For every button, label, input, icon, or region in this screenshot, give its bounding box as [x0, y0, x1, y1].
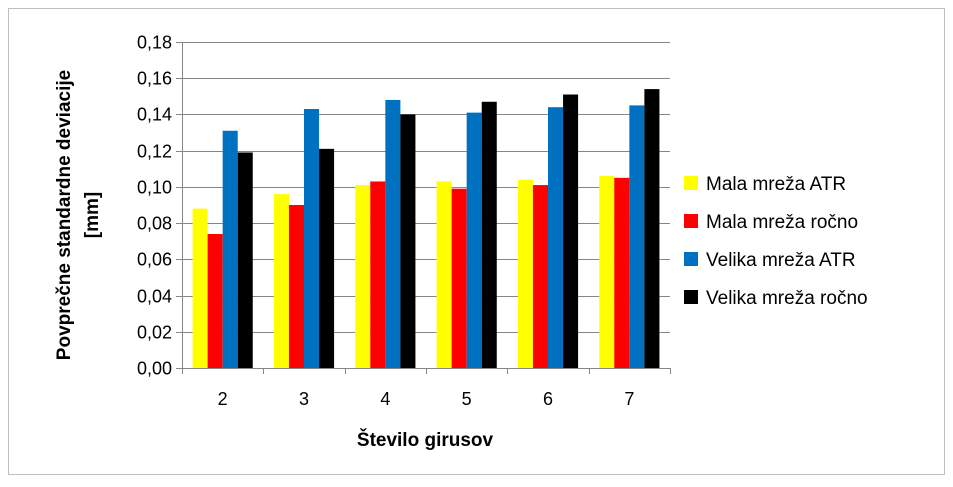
bar: [599, 176, 615, 368]
bar: [355, 185, 371, 368]
y-axis-title: Povprečne standardne deviacije [mm]: [54, 70, 103, 360]
y-axis-title-line2: [mm]: [82, 192, 103, 238]
x-tick-label: 2: [218, 389, 228, 409]
bar: [400, 114, 416, 368]
bar: [532, 185, 548, 368]
bar: [385, 99, 401, 368]
x-axis-title: Število girusov: [357, 429, 494, 451]
legend-swatch: [684, 252, 698, 266]
bar: [629, 105, 645, 368]
bar: [436, 181, 452, 368]
bar: [288, 205, 304, 368]
x-tick-labels: 2 3 4 5 6 7: [218, 389, 635, 409]
x-tick-label: 3: [299, 389, 309, 409]
bar: [370, 181, 386, 368]
y-tick-label: 0,10: [137, 178, 172, 198]
legend-swatch: [684, 176, 698, 190]
y-axis-title-line1: Povprečne standardne deviacije: [54, 70, 75, 360]
y-tick-label: 0,02: [137, 323, 172, 343]
legend-label: Mala mreža ATR: [706, 174, 846, 195]
bar: [517, 179, 533, 368]
y-tick-label: 0,00: [137, 359, 172, 379]
y-tick-label: 0,08: [137, 214, 172, 234]
bar: [466, 112, 482, 368]
y-tick-label: 0,18: [137, 33, 172, 53]
x-tick-label: 7: [624, 389, 634, 409]
bar: [644, 89, 660, 368]
y-tick-label: 0,06: [137, 250, 172, 270]
legend-label: Velika mreža ročno: [706, 288, 868, 309]
bar: [319, 148, 335, 368]
y-tick-label: 0,16: [137, 69, 172, 89]
legend-swatch: [684, 214, 698, 228]
bar: [207, 233, 223, 368]
bars: [192, 89, 660, 369]
bar: [273, 194, 289, 368]
bar: [451, 188, 467, 368]
legend-label: Velika mreža ATR: [706, 250, 856, 271]
y-tick-labels: 0,00 0,02 0,04 0,06 0,08 0,10 0,12 0,14 0,16 0,18: [137, 33, 172, 379]
x-tick-label: 5: [462, 389, 472, 409]
bar: [192, 208, 208, 368]
bar: [548, 107, 564, 368]
y-tick-label: 0,12: [137, 142, 172, 162]
x-tick-label: 4: [380, 389, 390, 409]
y-tick-label: 0,04: [137, 287, 172, 307]
bar: [563, 94, 579, 369]
legend-swatch: [684, 290, 698, 304]
x-tick-label: 6: [543, 389, 553, 409]
gridlines: [182, 42, 670, 333]
bar: [481, 101, 497, 369]
y-tick-label: 0,14: [137, 105, 172, 125]
legend: Mala mreža ATR Mala mreža ročno Velika mre…: [684, 174, 868, 309]
bar: [304, 109, 320, 368]
bar: [237, 152, 253, 368]
bar: [222, 130, 238, 368]
axes: [176, 42, 671, 374]
bar: [614, 177, 630, 368]
legend-label: Mala mreža ročno: [706, 212, 858, 233]
